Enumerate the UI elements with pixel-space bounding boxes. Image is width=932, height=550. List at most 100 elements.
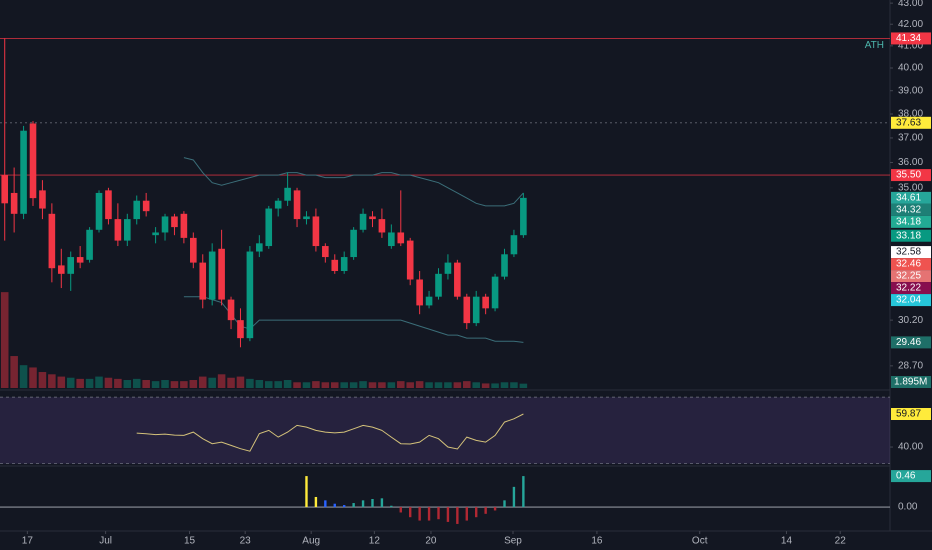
candle-body	[218, 248, 225, 300]
candle-body	[105, 190, 112, 220]
volume-bar	[198, 376, 207, 388]
volume-bar	[264, 381, 273, 388]
histogram-bar	[361, 500, 365, 508]
candle-body	[501, 254, 508, 277]
rsi-line	[136, 413, 524, 452]
candle-body	[199, 262, 207, 300]
price-label: 35.50	[896, 170, 921, 181]
y-tick-label: 36.00	[898, 157, 923, 168]
candle-body	[161, 216, 169, 233]
histogram-bar	[314, 496, 318, 508]
price-label-box	[891, 203, 931, 216]
candle-body	[303, 216, 310, 220]
candle-body	[520, 197, 527, 236]
volume-bar	[340, 382, 348, 388]
volume-bar	[312, 381, 320, 388]
price-label: 32.46	[896, 259, 921, 270]
rsi-band	[0, 397, 890, 464]
price-label-box	[891, 258, 931, 271]
price-label: 34.18	[896, 216, 921, 227]
macd-last-box	[891, 470, 931, 483]
price-label: 33.18	[896, 230, 921, 241]
candle-body	[265, 208, 273, 247]
histogram-bar	[399, 507, 402, 513]
candle-body	[227, 299, 235, 321]
volume-bar	[481, 383, 490, 388]
volume-bar	[217, 374, 226, 388]
histogram-bar	[437, 507, 440, 520]
volume-bar	[29, 367, 37, 388]
y-tick-label: 0.00	[898, 502, 918, 513]
candle-body	[152, 232, 159, 236]
price-label: 32.04	[896, 295, 921, 306]
x-tick-label: 14	[781, 536, 793, 547]
x-tick-label: Oct	[692, 536, 708, 547]
volume-bar	[359, 381, 367, 388]
volume-bar	[38, 372, 47, 388]
volume-bar	[180, 381, 188, 388]
y-tick-label: 28.70	[898, 360, 923, 371]
volume-bar	[123, 380, 132, 388]
x-tick-label: 23	[240, 536, 252, 547]
volume-bar	[406, 382, 414, 388]
histogram-bar	[484, 507, 487, 514]
candle-body	[444, 262, 452, 274]
price-label-box	[891, 282, 931, 295]
price-label: 34.61	[896, 192, 921, 203]
x-tick-label: 17	[22, 536, 34, 547]
macd-last-label: 0.46	[896, 471, 916, 482]
candle-body	[397, 232, 405, 244]
volume-bar	[434, 382, 443, 388]
histogram-bar	[342, 505, 346, 508]
y-tick-label: 40.00	[898, 63, 923, 74]
volume-bar	[104, 377, 113, 388]
y-tick-label: 35.00	[898, 182, 923, 193]
price-label-box	[891, 246, 931, 259]
volume-bar	[151, 381, 160, 388]
candle-body	[86, 229, 93, 260]
x-tick-label: Aug	[302, 536, 320, 547]
volume-bar	[227, 377, 235, 388]
candle-body	[406, 240, 414, 280]
candle-body	[190, 237, 197, 263]
price-label-box	[891, 270, 931, 283]
candle-body	[463, 296, 471, 324]
volume-bar	[10, 356, 18, 388]
candle-body	[76, 257, 84, 263]
candle-body	[388, 232, 395, 247]
histogram-bar	[390, 505, 393, 508]
candle-body	[359, 213, 367, 230]
price-label: 32.58	[896, 247, 921, 258]
price-label: 29.46	[896, 337, 921, 348]
candle-body	[29, 123, 37, 199]
candle-body	[208, 251, 216, 300]
candle-body	[67, 257, 75, 274]
volume-label-box	[891, 376, 931, 388]
x-tick-label: 15	[184, 536, 196, 547]
candle-body	[256, 243, 263, 252]
price-label: 34.32	[896, 204, 921, 215]
rsi-last-label: 59.87	[896, 409, 921, 420]
x-tick-label: Sep	[504, 536, 522, 547]
candle-body	[454, 262, 461, 297]
volume-bar	[95, 376, 103, 388]
y-tick-label: 37.00	[898, 133, 923, 144]
volume-bar	[283, 380, 292, 388]
histogram-bar	[427, 507, 431, 521]
x-tick-label: 20	[425, 536, 437, 547]
price-label-box	[891, 229, 931, 242]
y-tick-label: 39.00	[898, 85, 923, 96]
candle-body	[142, 200, 150, 212]
volume-bar	[142, 380, 150, 388]
candle-body	[510, 235, 518, 255]
volume-bar	[349, 382, 358, 388]
volume-bar	[330, 382, 339, 388]
volume-bar	[57, 376, 66, 388]
candle-body	[312, 216, 320, 247]
price-label: 32.22	[896, 283, 921, 294]
volume-bar	[19, 365, 28, 388]
price-label-box	[891, 294, 931, 307]
volume-bar	[85, 378, 94, 388]
volume-bar	[66, 377, 75, 388]
